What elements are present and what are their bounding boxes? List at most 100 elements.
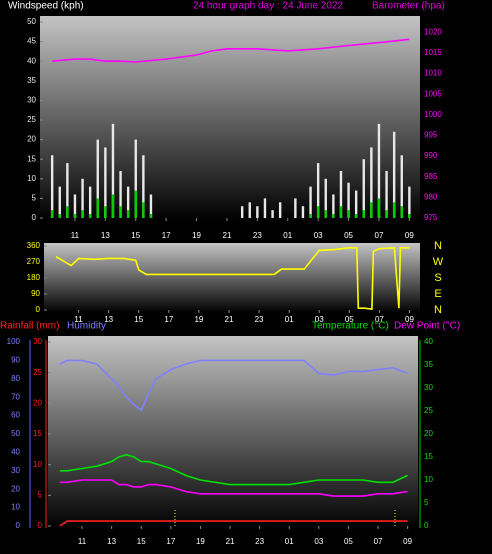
tick-label: 50 — [27, 17, 36, 26]
tick-label: 90 — [31, 289, 40, 298]
bar — [271, 210, 274, 218]
bar — [88, 214, 92, 218]
x-tick-label: 15 — [134, 315, 143, 324]
x-tick-label: 15 — [137, 537, 146, 546]
series-line — [59, 520, 408, 527]
tick-label: 20 — [33, 398, 42, 407]
bar — [332, 214, 335, 218]
bar — [126, 186, 130, 218]
bar — [324, 210, 327, 218]
x-tick-label: 17 — [166, 537, 175, 546]
x-tick-label: 05 — [344, 537, 353, 546]
tick-label: 5 — [32, 194, 37, 203]
tick-label: 25 — [33, 368, 42, 377]
bar — [362, 159, 365, 218]
bar — [50, 155, 54, 218]
tick-label: 10 — [33, 460, 42, 469]
tick-label: 1015 — [424, 48, 442, 57]
tick-label: 5 — [38, 490, 43, 499]
bar — [278, 202, 282, 218]
bar — [347, 210, 350, 218]
tick-label: 1005 — [424, 89, 442, 98]
tick-label: 60 — [11, 411, 20, 420]
tick-label: 15 — [424, 452, 433, 461]
x-tick-label: 03 — [315, 315, 324, 324]
bar — [294, 198, 297, 218]
bar — [316, 206, 320, 218]
tick-label: 30 — [424, 383, 433, 392]
bar — [111, 194, 115, 218]
bar — [370, 202, 373, 218]
x-tick-label: 19 — [192, 231, 201, 240]
bar — [142, 155, 145, 218]
tick-label: 80 — [11, 374, 20, 383]
bar — [332, 194, 335, 218]
tick-label: 10 — [11, 503, 20, 512]
bar — [142, 202, 145, 218]
legend-label: Temperature (°C) — [312, 321, 389, 332]
bar — [347, 182, 350, 218]
tick-label: 90 — [11, 356, 20, 365]
x-tick-label: 01 — [285, 537, 294, 546]
tick-label: 0 — [36, 305, 41, 314]
bar — [362, 210, 365, 218]
x-tick-label: 21 — [223, 231, 232, 240]
tick-label: S — [434, 272, 441, 284]
series-line — [52, 38, 410, 63]
tick-label: 70 — [11, 392, 20, 401]
tick-label: E — [434, 288, 441, 300]
bar — [104, 147, 107, 218]
series-line — [59, 359, 408, 412]
tick-label: 0 — [38, 521, 43, 530]
bar — [50, 210, 54, 218]
bar — [385, 170, 388, 218]
x-tick-label: 21 — [225, 315, 234, 324]
bar — [324, 178, 327, 218]
bar — [248, 202, 251, 218]
bar — [385, 210, 388, 218]
x-tick-label: 11 — [78, 537, 87, 546]
tick-label: 35 — [424, 360, 433, 369]
tick-label: 40 — [27, 56, 36, 65]
x-tick-label: 15 — [131, 231, 140, 240]
bar — [309, 214, 312, 218]
x-tick-label: 03 — [314, 537, 323, 546]
tick-label: 15 — [27, 154, 36, 163]
x-tick-label: 23 — [255, 537, 264, 546]
tick-label: 20 — [424, 429, 433, 438]
bar — [408, 186, 411, 218]
tick-label: 1000 — [424, 110, 442, 119]
bar — [354, 214, 358, 218]
bar — [263, 198, 267, 218]
bar — [111, 123, 115, 218]
bar — [256, 206, 259, 218]
bar — [377, 198, 381, 218]
x-tick-label: 11 — [74, 315, 83, 324]
bar — [309, 186, 312, 218]
tick-label: 50 — [11, 429, 20, 438]
bar — [73, 214, 77, 218]
bar — [339, 170, 343, 218]
bar — [81, 210, 84, 218]
x-tick-label: 13 — [107, 537, 116, 546]
x-tick-label: 07 — [375, 231, 384, 240]
bar — [370, 147, 373, 218]
x-tick-label: 11 — [71, 231, 80, 240]
tick-label: 10 — [424, 475, 433, 484]
tick-label: 995 — [424, 131, 438, 140]
bar — [134, 139, 137, 218]
tick-label: 20 — [11, 484, 20, 493]
tick-label: 0 — [32, 213, 37, 222]
x-tick-label: 13 — [104, 315, 113, 324]
tick-label: 10 — [27, 174, 36, 183]
series-line — [59, 453, 408, 486]
bar — [66, 206, 69, 218]
y-axis-title: Windspeed (kph) — [8, 1, 84, 12]
panel-background — [48, 336, 418, 529]
tick-label: W — [433, 256, 444, 268]
x-tick-label: 07 — [375, 315, 384, 324]
bar — [104, 206, 107, 218]
tick-label: 30 — [11, 466, 20, 475]
tick-label: 40 — [424, 337, 433, 346]
tick-label: 40 — [11, 448, 20, 457]
